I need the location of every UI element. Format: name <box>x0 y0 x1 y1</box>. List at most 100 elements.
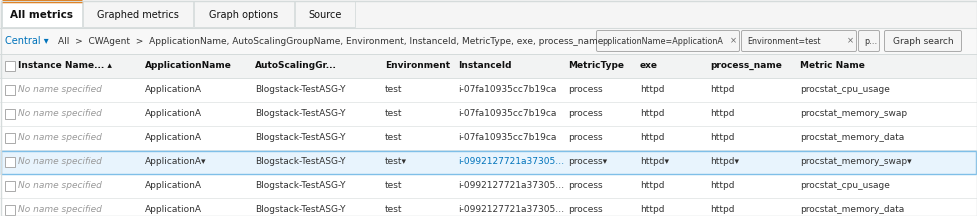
Text: process_name: process_name <box>710 62 782 70</box>
Text: ApplicationA: ApplicationA <box>145 205 202 214</box>
Text: httpd: httpd <box>640 110 664 119</box>
Text: ApplicationA: ApplicationA <box>145 133 202 143</box>
Text: InstanceId: InstanceId <box>458 62 512 70</box>
Text: Blogstack-TestASG-Y: Blogstack-TestASG-Y <box>255 86 346 95</box>
Text: ×: × <box>730 37 737 46</box>
Bar <box>83 1 193 27</box>
Text: All  >  CWAgent  >  ApplicationName, AutoScalingGroupName, Environment, Instance: All > CWAgent > ApplicationName, AutoSca… <box>58 37 604 46</box>
FancyBboxPatch shape <box>859 30 879 51</box>
Text: ApplicationName: ApplicationName <box>145 62 232 70</box>
Text: httpd▾: httpd▾ <box>710 157 739 167</box>
Bar <box>0 28 977 54</box>
Text: i-0992127721a37305…: i-0992127721a37305… <box>458 205 564 214</box>
Text: httpd: httpd <box>640 181 664 191</box>
Text: Graph search: Graph search <box>893 37 954 46</box>
Text: No name specified: No name specified <box>18 133 102 143</box>
Text: httpd: httpd <box>710 133 735 143</box>
Text: Blogstack-TestASG-Y: Blogstack-TestASG-Y <box>255 133 346 143</box>
Text: All metrics: All metrics <box>11 10 73 19</box>
Text: httpd: httpd <box>710 181 735 191</box>
Text: test: test <box>385 110 403 119</box>
Text: process: process <box>568 86 603 95</box>
Text: MetricType: MetricType <box>568 62 624 70</box>
Text: No name specified: No name specified <box>18 110 102 119</box>
Text: i-07fa10935cc7b19ca: i-07fa10935cc7b19ca <box>458 86 556 95</box>
Text: test: test <box>385 181 403 191</box>
Bar <box>1 151 976 173</box>
FancyBboxPatch shape <box>5 181 15 191</box>
Bar <box>295 1 355 27</box>
Text: No name specified: No name specified <box>18 86 102 95</box>
Text: Blogstack-TestASG-Y: Blogstack-TestASG-Y <box>255 157 346 167</box>
Text: i-0992127721a37305…: i-0992127721a37305… <box>458 157 564 167</box>
Text: httpd: httpd <box>640 205 664 214</box>
Bar <box>0 0 977 28</box>
FancyBboxPatch shape <box>597 30 740 51</box>
Text: process: process <box>568 181 603 191</box>
Text: httpd▾: httpd▾ <box>640 157 669 167</box>
Text: httpd: httpd <box>640 86 664 95</box>
Bar <box>2 1 82 27</box>
Text: test▾: test▾ <box>385 157 407 167</box>
FancyBboxPatch shape <box>5 85 15 95</box>
Text: Environment=test: Environment=test <box>747 37 821 46</box>
Text: procstat_memory_swap▾: procstat_memory_swap▾ <box>800 157 912 167</box>
Text: Metric Name: Metric Name <box>800 62 865 70</box>
Text: procstat_memory_swap: procstat_memory_swap <box>800 110 907 119</box>
Text: ApplicationA▾: ApplicationA▾ <box>145 157 206 167</box>
Text: Blogstack-TestASG-Y: Blogstack-TestASG-Y <box>255 110 346 119</box>
Text: exe: exe <box>640 62 658 70</box>
Text: procstat_cpu_usage: procstat_cpu_usage <box>800 181 890 191</box>
Text: test: test <box>385 205 403 214</box>
Text: Graphed metrics: Graphed metrics <box>97 10 179 19</box>
Bar <box>0 54 977 78</box>
FancyBboxPatch shape <box>5 109 15 119</box>
Text: AutoScalingGr...: AutoScalingGr... <box>255 62 337 70</box>
Bar <box>0 150 977 174</box>
Text: p…: p… <box>864 37 877 46</box>
Text: httpd: httpd <box>640 133 664 143</box>
Text: httpd: httpd <box>710 86 735 95</box>
Text: ApplicationA: ApplicationA <box>145 110 202 119</box>
FancyBboxPatch shape <box>742 30 857 51</box>
FancyBboxPatch shape <box>5 205 15 215</box>
Text: i-07fa10935cc7b19ca: i-07fa10935cc7b19ca <box>458 110 556 119</box>
Text: httpd: httpd <box>710 205 735 214</box>
Text: No name specified: No name specified <box>18 157 102 167</box>
Text: Graph options: Graph options <box>209 10 278 19</box>
Text: Instance Name... ▴: Instance Name... ▴ <box>18 62 112 70</box>
Bar <box>0 198 977 216</box>
Text: process: process <box>568 133 603 143</box>
Text: process▾: process▾ <box>568 157 607 167</box>
Text: procstat_memory_data: procstat_memory_data <box>800 205 905 214</box>
Text: Blogstack-TestASG-Y: Blogstack-TestASG-Y <box>255 181 346 191</box>
FancyBboxPatch shape <box>5 133 15 143</box>
FancyBboxPatch shape <box>5 157 15 167</box>
Text: Source: Source <box>309 10 342 19</box>
Bar <box>194 1 294 27</box>
Bar <box>0 126 977 150</box>
Text: httpd: httpd <box>710 110 735 119</box>
Text: Environment: Environment <box>385 62 450 70</box>
Text: process: process <box>568 205 603 214</box>
Text: Central ▾: Central ▾ <box>5 36 49 46</box>
Bar <box>0 174 977 198</box>
Text: procstat_memory_data: procstat_memory_data <box>800 133 905 143</box>
Text: test: test <box>385 133 403 143</box>
Text: ApplicationA: ApplicationA <box>145 181 202 191</box>
Bar <box>0 102 977 126</box>
Text: test: test <box>385 86 403 95</box>
Text: ApplicationA: ApplicationA <box>145 86 202 95</box>
FancyBboxPatch shape <box>5 61 15 71</box>
Text: ×: × <box>846 37 854 46</box>
Text: pplicationName=ApplicationA: pplicationName=ApplicationA <box>602 37 723 46</box>
Text: Blogstack-TestASG-Y: Blogstack-TestASG-Y <box>255 205 346 214</box>
Text: i-0992127721a37305…: i-0992127721a37305… <box>458 181 564 191</box>
Bar <box>0 78 977 102</box>
FancyBboxPatch shape <box>884 30 961 51</box>
Text: No name specified: No name specified <box>18 181 102 191</box>
Text: No name specified: No name specified <box>18 205 102 214</box>
Text: procstat_cpu_usage: procstat_cpu_usage <box>800 86 890 95</box>
Text: i-07fa10935cc7b19ca: i-07fa10935cc7b19ca <box>458 133 556 143</box>
Text: process: process <box>568 110 603 119</box>
